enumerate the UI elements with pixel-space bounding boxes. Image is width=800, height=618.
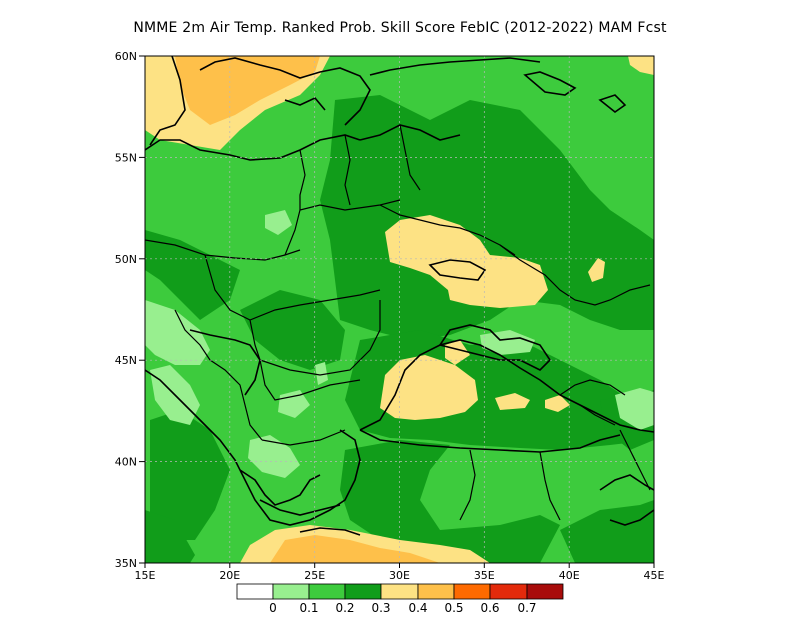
- colorbar-label: 0.5: [444, 601, 463, 615]
- skill-region-yellow-crimea-n: [445, 340, 470, 365]
- map-panel: [145, 56, 654, 563]
- skill-region-dark-north: [320, 95, 654, 340]
- skill-region-yellow-turkey: [495, 393, 530, 410]
- skill-region-dark-sw-tip: [145, 510, 195, 563]
- skill-region-dark-adriatic: [150, 410, 230, 540]
- colorbar-label: 0.2: [335, 601, 354, 615]
- lon-label: 40E: [559, 569, 580, 582]
- skill-region-yellow-georgia: [545, 395, 570, 412]
- skill-region-light-crimea: [480, 330, 535, 355]
- colorbar-swatch: [380, 583, 419, 600]
- longitude-labels: 15E 20E 25E 30E 35E 40E 45E: [135, 569, 665, 582]
- skill-region-light-romania: [315, 362, 328, 385]
- lat-label: 60N: [115, 50, 137, 63]
- colorbar-swatch: [526, 583, 564, 600]
- colorbar-swatch: [236, 583, 274, 600]
- skill-region-light-balkans: [145, 300, 210, 365]
- lon-label: 45E: [644, 569, 665, 582]
- skill-region-orange-scandinavia: [175, 56, 320, 125]
- lat-label: 40N: [115, 456, 137, 469]
- lat-label: 35N: [115, 557, 137, 570]
- colorbar-label: 0.6: [480, 601, 499, 615]
- colorbar-swatch: [272, 583, 310, 600]
- colorbar: 0 0.1 0.2 0.3 0.4 0.5 0.6 0.7: [236, 583, 564, 615]
- colorbar-label: 0.1: [299, 601, 318, 615]
- lon-label: 25E: [304, 569, 325, 582]
- skill-region-dark-center: [240, 290, 345, 370]
- skill-region-dark-east: [560, 500, 654, 563]
- skill-region-dark-west: [145, 230, 240, 320]
- colorbar-swatch: [308, 583, 346, 600]
- colorbar-label: 0.4: [408, 601, 427, 615]
- skill-region-light-greece: [248, 435, 300, 478]
- map-title: NMME 2m Air Temp. Ranked Prob. Skill Sco…: [133, 20, 667, 36]
- lon-label: 20E: [219, 569, 240, 582]
- colorbar-label: 0.7: [517, 601, 536, 615]
- colorbar-label: 0: [269, 601, 277, 615]
- skill-region-light-ukraine-w: [265, 210, 292, 235]
- latitude-labels: 60N 55N 50N 45N 40N 35N: [115, 50, 137, 570]
- axis-ticks: [139, 55, 655, 568]
- colorbar-swatch: [489, 583, 528, 600]
- skill-region-orange-med: [270, 535, 440, 563]
- skill-region-yellow-volga: [588, 258, 605, 282]
- colorbar-swatch: [344, 583, 382, 600]
- lat-label: 45N: [115, 354, 137, 367]
- lat-label: 50N: [115, 253, 137, 266]
- lon-label: 35E: [474, 569, 495, 582]
- colorbar-swatch: [417, 583, 455, 600]
- lat-label: 55N: [115, 151, 137, 164]
- skill-region-light-bulgaria: [278, 390, 310, 418]
- country-borders: [145, 124, 651, 521]
- coastlines: [145, 56, 654, 536]
- lon-label: 30E: [389, 569, 410, 582]
- skill-region-yellow-ne-corner: [628, 56, 654, 75]
- colorbar-labels: 0 0.1 0.2 0.3 0.4 0.5 0.6 0.7: [269, 601, 536, 615]
- lon-label: 15E: [135, 569, 156, 582]
- colorbar-label: 0.3: [371, 601, 390, 615]
- colorbar-swatch: [453, 583, 491, 600]
- skill-region-dark-turkey: [340, 440, 560, 563]
- skill-region-light-caucasus: [615, 388, 654, 430]
